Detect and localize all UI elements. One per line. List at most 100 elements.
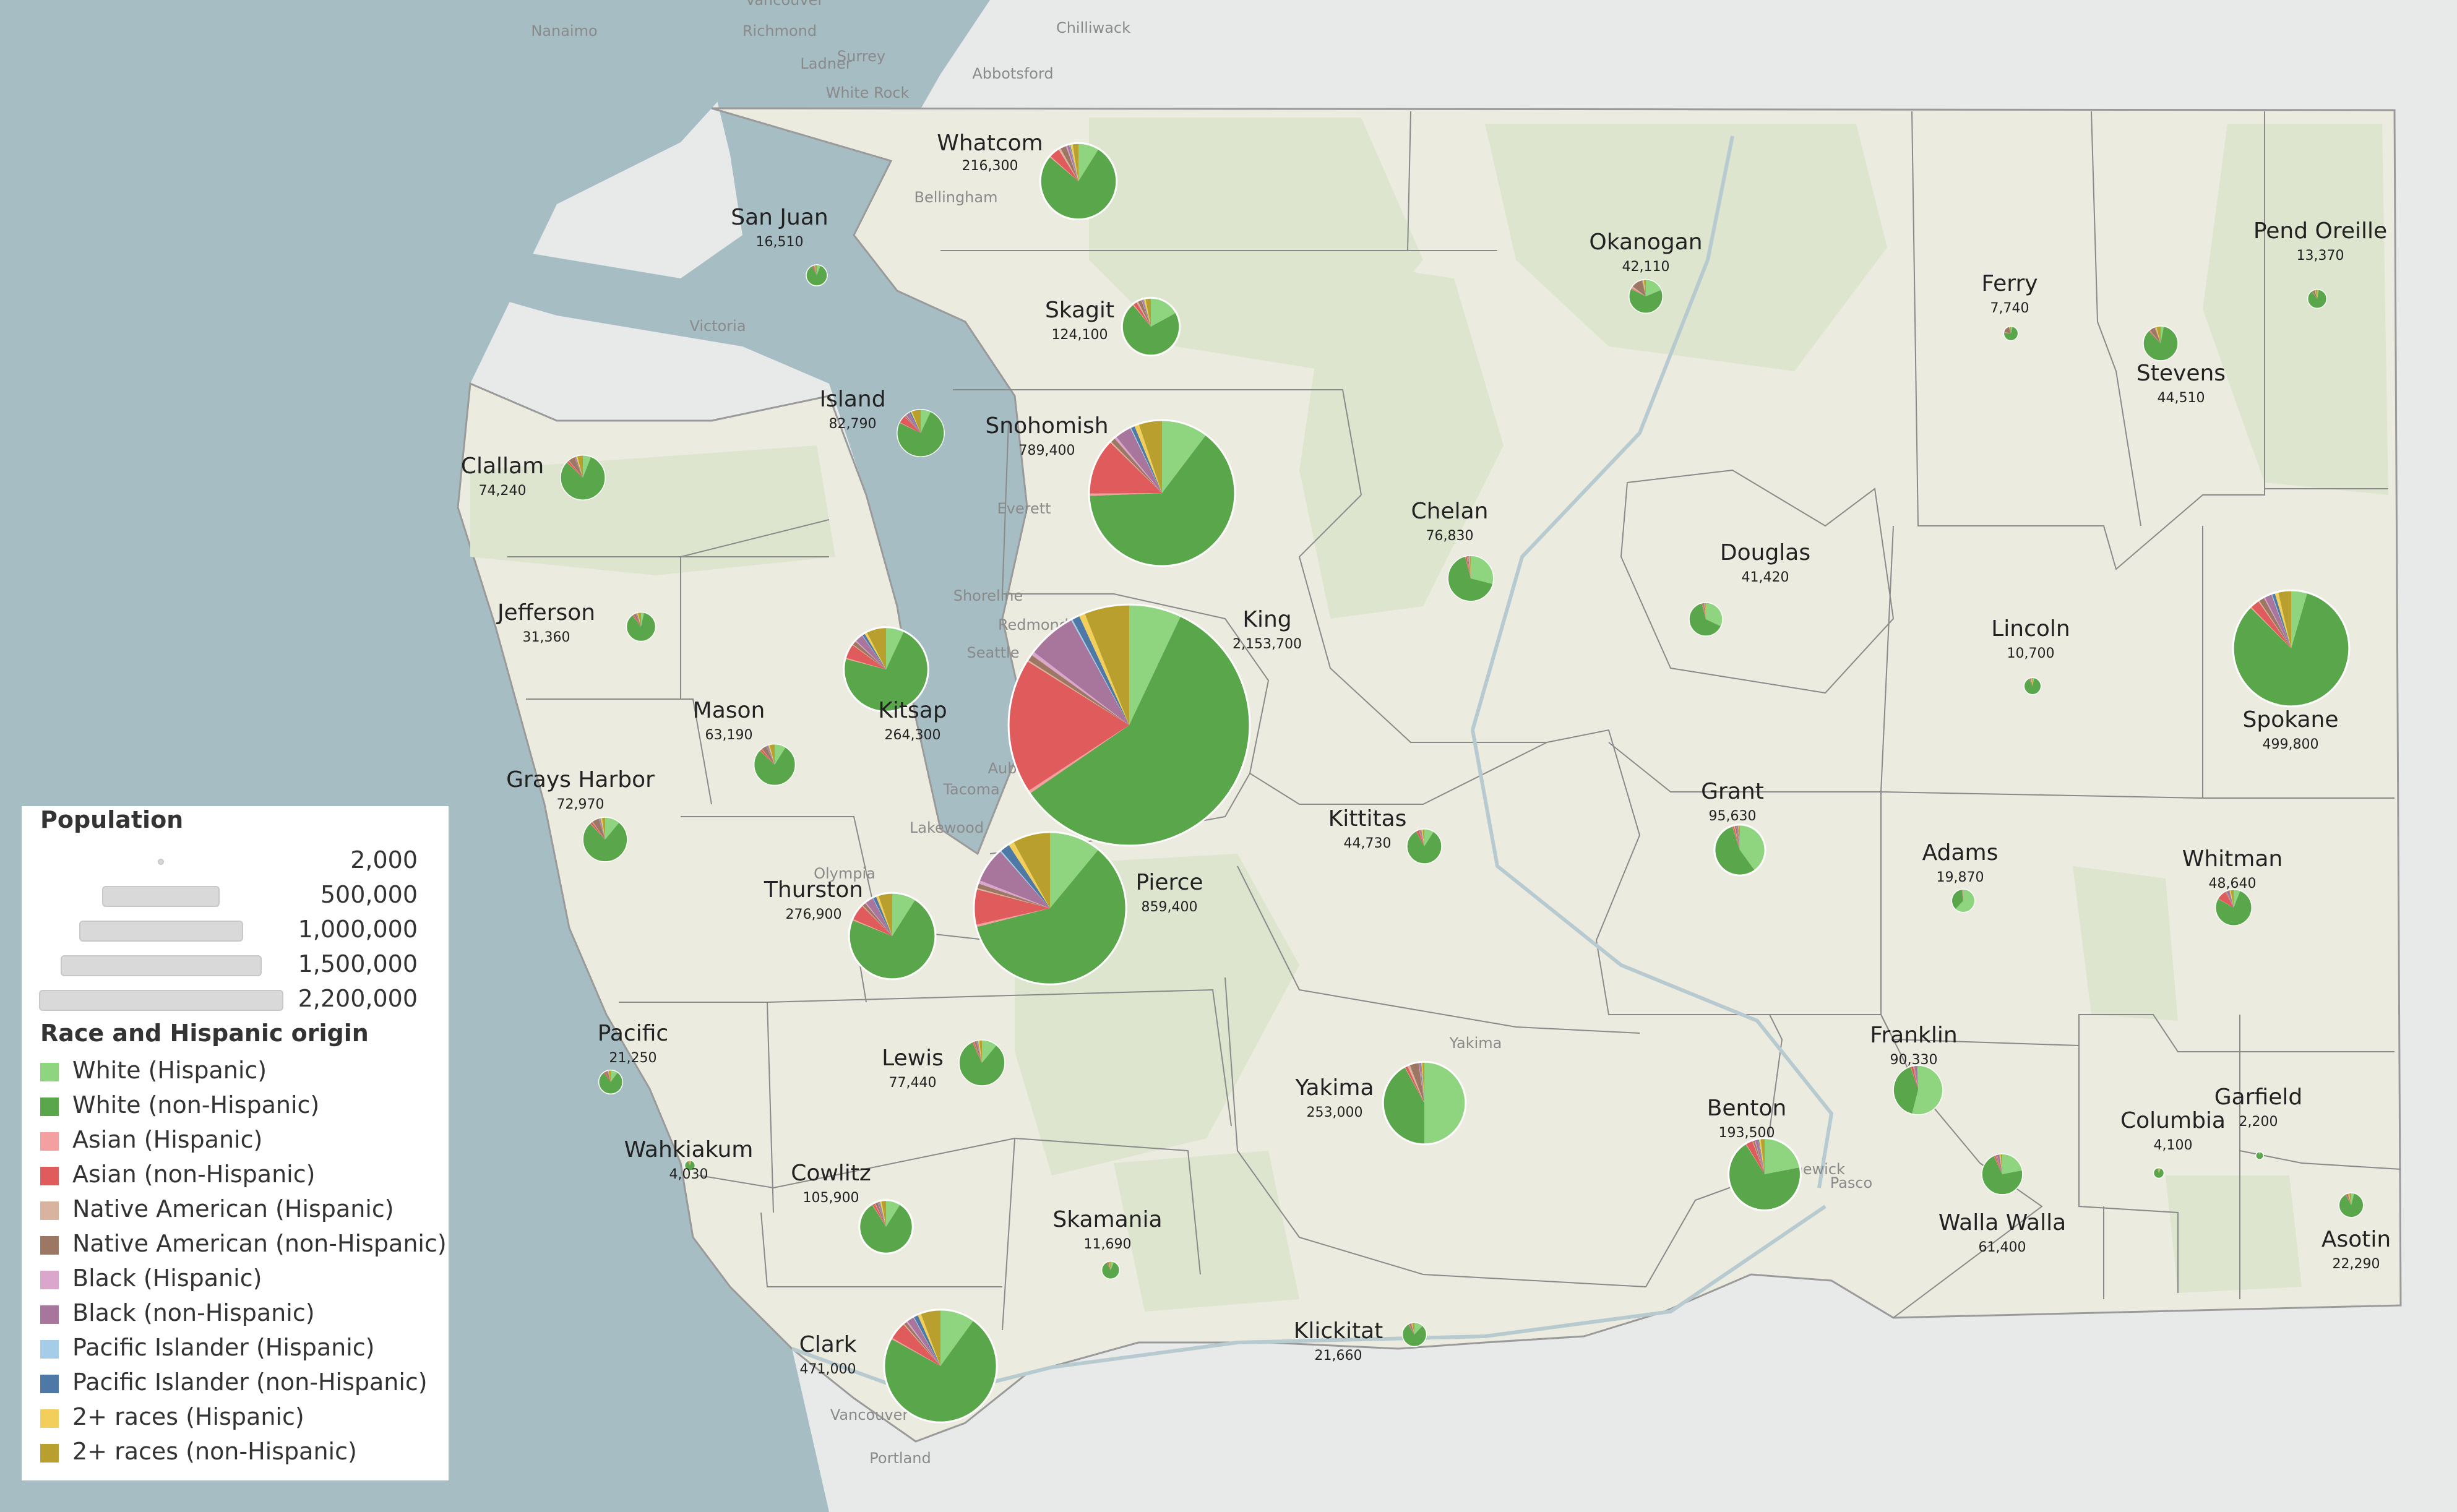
pie-slice[interactable] [637, 612, 641, 627]
pie-slice[interactable] [1411, 1323, 1414, 1334]
pie-slice[interactable] [1134, 424, 1162, 493]
pie-slice[interactable] [1642, 280, 1646, 296]
pie-slice[interactable] [2155, 327, 2161, 343]
pie-slice[interactable] [1631, 286, 1646, 296]
pie-slice[interactable] [1961, 889, 1963, 901]
pie-slice[interactable] [2031, 677, 2033, 686]
pie-slice[interactable] [2149, 327, 2161, 343]
county-pie[interactable] [598, 1069, 624, 1095]
pie-slice[interactable] [1422, 1062, 1424, 1103]
pie-slice[interactable] [637, 612, 641, 627]
pie-slice[interactable] [2158, 1167, 2159, 1173]
pie-slice[interactable] [2229, 890, 2234, 908]
pie-slice[interactable] [811, 265, 817, 275]
pie-slice[interactable] [1469, 556, 1471, 578]
pie-slice[interactable] [1955, 889, 1975, 913]
pie-slice[interactable] [979, 851, 1050, 908]
pie-slice[interactable] [1069, 144, 1078, 181]
pie-slice[interactable] [1406, 831, 1442, 864]
pie-slice[interactable] [1917, 1065, 1918, 1090]
pie-slice[interactable] [2250, 606, 2291, 648]
pie-slice[interactable] [1705, 603, 1706, 619]
pie-slice[interactable] [1642, 279, 1646, 296]
pie-slice[interactable] [976, 1040, 982, 1063]
pie-slice[interactable] [973, 1041, 982, 1063]
county-pie[interactable] [626, 611, 656, 642]
pie-slice[interactable] [813, 265, 817, 275]
pie-slice[interactable] [1111, 1261, 1114, 1270]
pie-slice[interactable] [2225, 891, 2234, 908]
county-pie[interactable] [560, 455, 606, 500]
pie-slice[interactable] [1143, 298, 1151, 327]
pie-slice[interactable] [1141, 299, 1151, 327]
pie-slice[interactable] [861, 634, 886, 669]
pie-slice[interactable] [843, 631, 929, 712]
pie-slice[interactable] [1714, 825, 1755, 876]
pie-slice[interactable] [812, 265, 817, 275]
pie-slice[interactable] [1114, 436, 1162, 493]
pie-slice[interactable] [626, 612, 656, 642]
county-pie[interactable] [897, 409, 945, 457]
pie-slice[interactable] [1465, 556, 1471, 578]
pie-slice[interactable] [1421, 829, 1424, 846]
pie-slice[interactable] [689, 1160, 690, 1166]
pie-slice[interactable] [2314, 290, 2317, 299]
pie-slice[interactable] [1646, 279, 1662, 296]
county-pie[interactable] [858, 1199, 914, 1255]
pie-slice[interactable] [1143, 298, 1151, 327]
pie-slice[interactable] [2008, 326, 2011, 333]
county-pie[interactable] [753, 743, 796, 786]
pie-slice[interactable] [872, 897, 892, 936]
pie-slice[interactable] [607, 1070, 611, 1082]
pie-slice[interactable] [1736, 825, 1740, 850]
pie-slice[interactable] [875, 1201, 886, 1227]
pie-slice[interactable] [608, 1070, 611, 1082]
pie-slice[interactable] [603, 1071, 611, 1082]
pie-slice[interactable] [1913, 1065, 1918, 1090]
pie-slice[interactable] [1072, 615, 1129, 725]
pie-slice[interactable] [769, 744, 775, 765]
pie-slice[interactable] [814, 265, 817, 275]
pie-slice[interactable] [1412, 1322, 1414, 1334]
pie-slice[interactable] [906, 1320, 940, 1366]
pie-slice[interactable] [1136, 301, 1151, 327]
pie-slice[interactable] [2003, 326, 2018, 341]
pie-slice[interactable] [905, 415, 921, 433]
pie-slice[interactable] [2291, 590, 2308, 648]
pie-slice[interactable] [859, 1204, 913, 1254]
pie-slice[interactable] [1088, 493, 1162, 496]
county-pie[interactable] [2232, 589, 2351, 708]
pie-slice[interactable] [972, 1041, 982, 1063]
pie-slice[interactable] [891, 1338, 940, 1366]
pie-slice[interactable] [1133, 301, 1151, 327]
pie-slice[interactable] [1999, 1154, 2002, 1174]
pie-slice[interactable] [1419, 829, 1424, 846]
pie-slice[interactable] [2233, 592, 2349, 707]
pie-slice[interactable] [904, 415, 921, 433]
pie-slice[interactable] [633, 614, 641, 627]
pie-slice[interactable] [2218, 891, 2234, 908]
pie-slice[interactable] [1702, 603, 1706, 619]
pie-slice[interactable] [1058, 147, 1078, 181]
pie-slice[interactable] [2351, 1193, 2354, 1205]
pie-slice[interactable] [1734, 825, 1740, 850]
pie-slice[interactable] [583, 822, 627, 862]
pie-slice[interactable] [911, 409, 921, 433]
pie-slice[interactable] [2029, 677, 2033, 686]
pie-slice[interactable] [1060, 145, 1078, 181]
pie-slice[interactable] [2154, 327, 2161, 343]
pie-slice[interactable] [1469, 556, 1471, 578]
pie-slice[interactable] [761, 749, 775, 765]
pie-slice[interactable] [862, 903, 892, 936]
pie-slice[interactable] [689, 1160, 690, 1166]
pie-slice[interactable] [592, 821, 605, 840]
pie-slice[interactable] [1961, 889, 1963, 901]
pie-slice[interactable] [1758, 1138, 1765, 1174]
pie-slice[interactable] [2259, 1151, 2260, 1156]
pie-slice[interactable] [2031, 677, 2033, 686]
pie-slice[interactable] [2311, 291, 2317, 299]
pie-slice[interactable] [1109, 441, 1162, 493]
pie-slice[interactable] [1050, 831, 1099, 908]
pie-slice[interactable] [899, 422, 921, 433]
pie-slice[interactable] [814, 265, 817, 275]
